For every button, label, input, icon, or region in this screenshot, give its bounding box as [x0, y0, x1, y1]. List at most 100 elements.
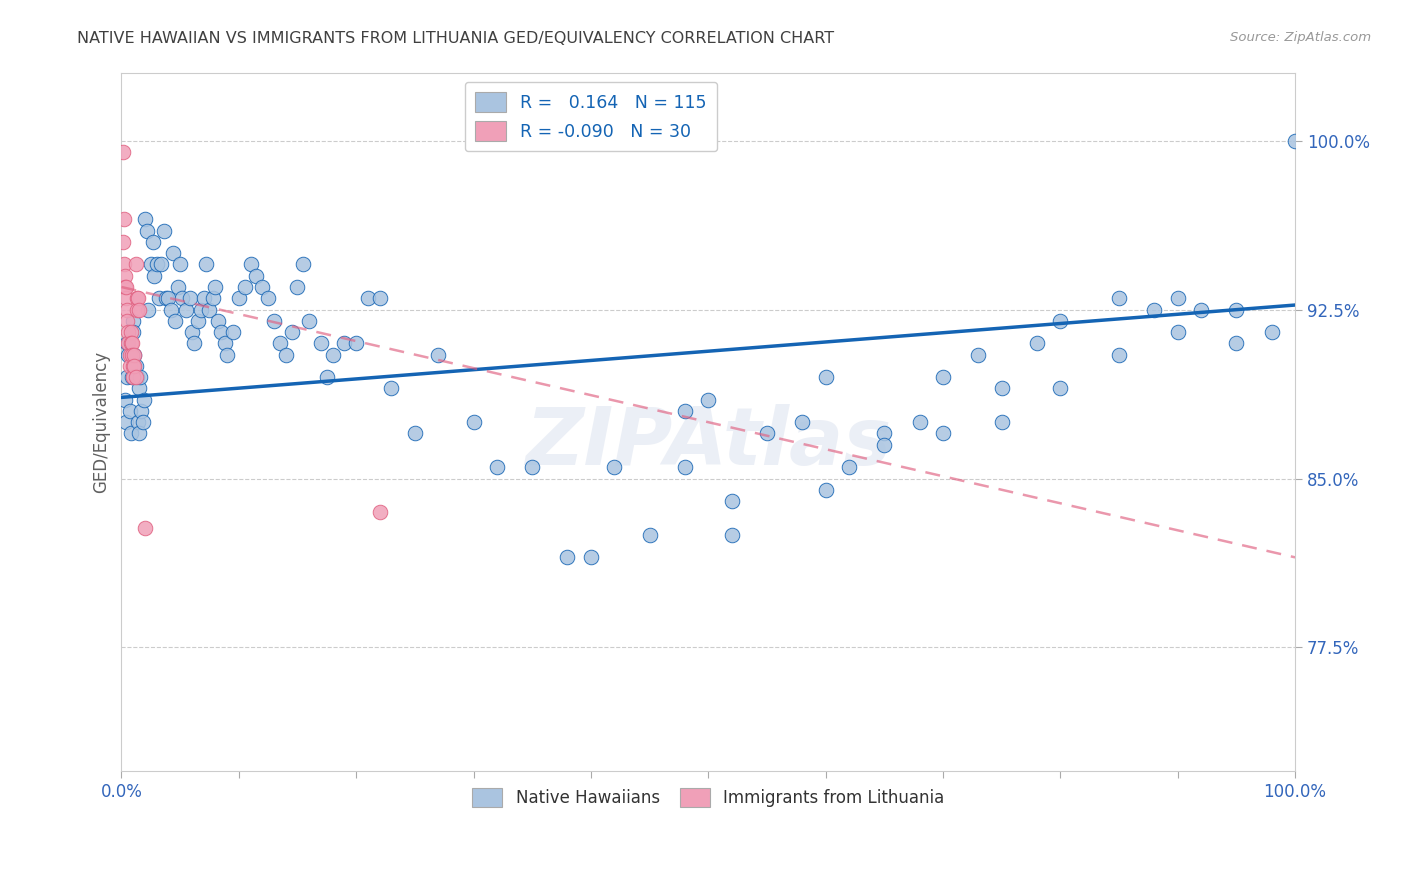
Point: [117, 336, 139, 351]
Point: [143, 268, 166, 283]
Point: [166, 280, 188, 294]
Point: [122, 314, 145, 328]
Point: [136, 224, 159, 238]
Point: [1167, 325, 1189, 339]
Point: [150, 257, 173, 271]
Point: [207, 314, 229, 328]
Point: [1189, 302, 1212, 317]
Point: [148, 291, 170, 305]
Point: [357, 291, 380, 305]
Point: [122, 325, 145, 339]
Point: [193, 291, 215, 305]
Point: [117, 302, 139, 317]
Point: [128, 426, 150, 441]
Point: [127, 415, 149, 429]
Point: [697, 392, 720, 407]
Point: [117, 370, 139, 384]
Point: [169, 257, 191, 271]
Point: [792, 415, 814, 429]
Point: [1260, 325, 1282, 339]
Point: [720, 494, 742, 508]
Point: [180, 325, 202, 339]
Point: [368, 505, 391, 519]
Point: [114, 280, 136, 294]
Point: [124, 359, 146, 373]
Point: [1167, 291, 1189, 305]
Point: [1049, 314, 1071, 328]
Point: [720, 528, 742, 542]
Point: [159, 302, 181, 317]
Text: ZIPAtlas: ZIPAtlas: [526, 404, 891, 483]
Point: [155, 291, 177, 305]
Point: [755, 426, 778, 441]
Point: [1049, 381, 1071, 395]
Point: [427, 348, 450, 362]
Point: [322, 348, 344, 362]
Point: [172, 291, 194, 305]
Point: [1108, 348, 1130, 362]
Point: [122, 370, 145, 384]
Point: [263, 314, 285, 328]
Point: [315, 370, 337, 384]
Point: [124, 359, 146, 373]
Point: [274, 348, 297, 362]
Point: [1025, 336, 1047, 351]
Point: [128, 381, 150, 395]
Point: [814, 483, 837, 497]
Point: [114, 268, 136, 283]
Point: [287, 280, 309, 294]
Point: [121, 336, 143, 351]
Point: [124, 348, 146, 362]
Point: [187, 314, 209, 328]
Point: [873, 438, 896, 452]
Point: [1108, 291, 1130, 305]
Point: [1284, 134, 1306, 148]
Point: [257, 291, 280, 305]
Point: [269, 336, 291, 351]
Point: [967, 348, 990, 362]
Point: [179, 291, 201, 305]
Point: [344, 336, 367, 351]
Point: [1225, 336, 1247, 351]
Point: [404, 426, 426, 441]
Point: [298, 314, 321, 328]
Point: [209, 325, 232, 339]
Point: [129, 370, 152, 384]
Point: [117, 336, 139, 351]
Point: [145, 257, 167, 271]
Point: [333, 336, 356, 351]
Point: [134, 212, 156, 227]
Point: [115, 280, 138, 294]
Point: [222, 325, 245, 339]
Point: [125, 291, 148, 305]
Point: [380, 381, 402, 395]
Point: [157, 291, 180, 305]
Point: [204, 280, 226, 294]
Point: [233, 280, 256, 294]
Point: [280, 325, 302, 339]
Point: [121, 370, 143, 384]
Point: [673, 460, 696, 475]
Point: [114, 392, 136, 407]
Point: [124, 348, 146, 362]
Point: [1143, 302, 1166, 317]
Point: [111, 145, 134, 159]
Point: [128, 302, 150, 317]
Legend: Native Hawaiians, Immigrants from Lithuania: Native Hawaiians, Immigrants from Lithua…: [464, 780, 953, 815]
Point: [522, 460, 544, 475]
Point: [673, 404, 696, 418]
Point: [134, 521, 156, 535]
Point: [194, 257, 217, 271]
Point: [117, 348, 139, 362]
Point: [131, 404, 153, 418]
Point: [125, 302, 148, 317]
Point: [292, 257, 315, 271]
Point: [138, 302, 160, 317]
Point: [122, 359, 145, 373]
Point: [838, 460, 860, 475]
Point: [873, 426, 896, 441]
Point: [132, 392, 155, 407]
Point: [115, 415, 138, 429]
Point: [117, 325, 139, 339]
Point: [117, 314, 139, 328]
